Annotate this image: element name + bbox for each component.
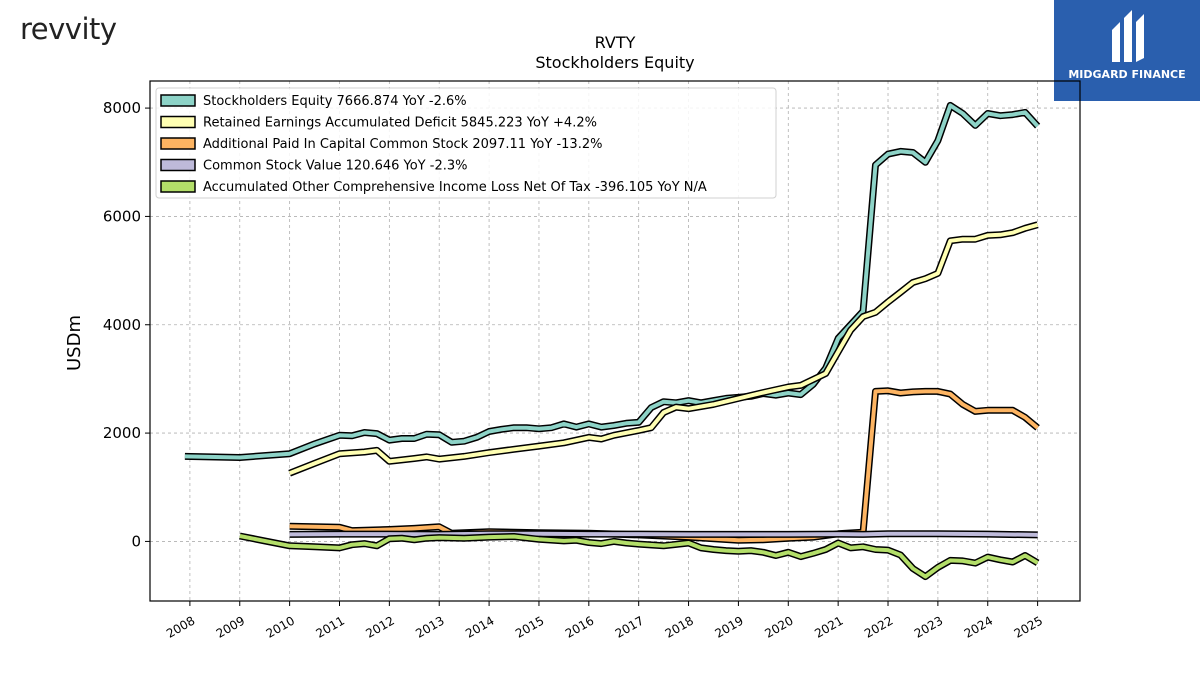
x-tick-label: 2008 xyxy=(164,613,197,640)
y-tick-label: 6000 xyxy=(103,207,141,225)
x-tick-label: 2023 xyxy=(912,613,945,640)
x-tick-label: 2020 xyxy=(762,613,795,640)
brand-logo: MIDGARD FINANCE xyxy=(1054,0,1200,101)
brand-name: MIDGARD FINANCE xyxy=(1068,68,1186,81)
x-tick-label: 2022 xyxy=(862,613,895,640)
series-line-2 xyxy=(288,222,1039,476)
legend-swatch xyxy=(160,137,196,150)
x-tick-label: 2017 xyxy=(613,613,646,640)
legend-swatch xyxy=(160,180,196,193)
x-tick-label: 2010 xyxy=(264,613,297,640)
x-axis: 2008 2009 2010 2011 2012 2013 2014 2015 2016 2017… xyxy=(164,601,1045,641)
chart-subtitle: Stockholders Equity xyxy=(535,53,694,72)
y-tick-label: 8000 xyxy=(103,99,141,117)
x-tick-label: 2015 xyxy=(513,613,546,640)
y-axis: 0 2000 4000 6000 8000 xyxy=(103,99,150,550)
x-tick-label: 2014 xyxy=(463,613,496,640)
x-tick-label: 2012 xyxy=(363,613,396,640)
legend-label: Stockholders Equity 7666.874 YoY -2.6% xyxy=(203,94,467,109)
legend-swatch xyxy=(160,115,196,129)
x-tick-label: 2025 xyxy=(1012,613,1045,640)
legend-box xyxy=(155,87,777,199)
x-tick-label: 2013 xyxy=(413,613,446,640)
x-tick-label: 2019 xyxy=(712,613,745,640)
x-tick-label: 2021 xyxy=(812,613,845,640)
series-line-1 xyxy=(184,103,1040,460)
series-line-4 xyxy=(289,531,1038,537)
legend-swatch xyxy=(160,94,196,107)
y-tick-label: 4000 xyxy=(103,316,141,334)
y-tick-label: 2000 xyxy=(103,424,141,442)
series-line-5 xyxy=(239,534,1039,579)
x-tick-label: 2009 xyxy=(214,613,247,640)
x-tick-label: 2024 xyxy=(962,613,995,640)
legend-label: Accumulated Other Comprehensive Income L… xyxy=(203,180,707,195)
legend: Stockholders Equity 7666.874 YoY -2.6% Re… xyxy=(155,87,777,199)
plot-frame xyxy=(149,80,1081,602)
y-axis-label: USDm xyxy=(64,315,85,371)
y-tick-label: 0 xyxy=(131,532,141,550)
brand-emblem-icon xyxy=(1112,10,1144,62)
x-tick-label: 2016 xyxy=(563,613,596,640)
legend-label: Additional Paid In Capital Common Stock … xyxy=(203,137,602,152)
x-tick-label: 2018 xyxy=(663,613,696,640)
chart-title: RVTY xyxy=(595,33,636,52)
x-tick-label: 2011 xyxy=(314,613,347,640)
legend-label: Retained Earnings Accumulated Deficit 58… xyxy=(203,116,597,131)
legend-swatch xyxy=(160,158,196,172)
series-lines xyxy=(184,101,1041,581)
legend-label: Common Stock Value 120.646 YoY -2.3% xyxy=(203,159,467,174)
company-logo: revvity xyxy=(20,12,117,46)
